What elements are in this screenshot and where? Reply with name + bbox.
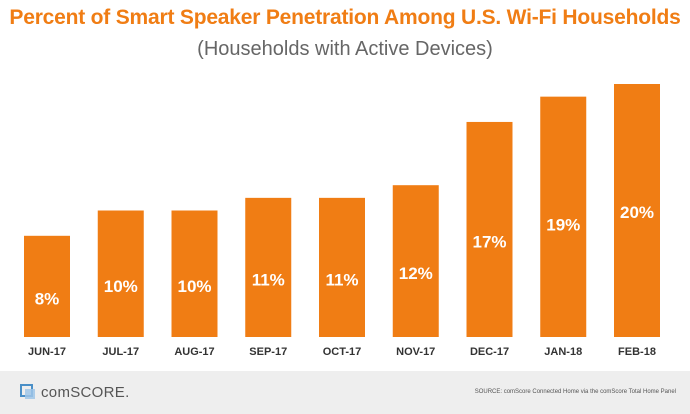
- bar-chart: 8% JUN-17 10% JUL-17 10% AUG-17 11% SEP-17 11% OC…: [24, 84, 660, 358]
- bar-nov-17: [392, 185, 439, 337]
- x-tick-label: FEB-18: [618, 346, 656, 358]
- bar-feb-18: [614, 84, 660, 337]
- data-label: 12%: [399, 264, 433, 283]
- source-note: SOURCE: comScore Connected Home via the …: [474, 389, 676, 395]
- bar-dec-17: [466, 121, 513, 337]
- bar-sep-17: [245, 197, 292, 337]
- x-tick-label: AUG-17: [174, 346, 214, 358]
- bar-oct-17: [319, 197, 365, 337]
- x-tick-label: SEP-17: [249, 346, 287, 358]
- data-label: 11%: [325, 270, 358, 289]
- data-label: 11%: [252, 270, 285, 289]
- comscore-logo-icon: [20, 384, 35, 399]
- x-tick-label: JUL-17: [102, 346, 139, 358]
- footer: comSCORE. SOURCE: comScore Connected Hom…: [0, 371, 690, 414]
- bar-jan-18: [540, 96, 587, 338]
- bar-aug-17: [171, 210, 218, 337]
- x-tick-label: JAN-18: [544, 346, 582, 358]
- x-tick-label: JUN-17: [28, 346, 66, 358]
- x-tick-label: DEC-17: [470, 346, 509, 358]
- x-tick-label: OCT-17: [323, 346, 362, 358]
- bar-jun-17: [24, 235, 70, 337]
- data-label: 20%: [620, 203, 654, 222]
- data-label: 19%: [546, 216, 580, 235]
- data-label: 17%: [472, 232, 506, 251]
- data-label: 10%: [104, 277, 138, 296]
- chart-subtitle: (Households with Active Devices): [197, 38, 493, 60]
- chart-title: Percent of Smart Speaker Penetration Amo…: [9, 6, 681, 29]
- data-label: 8%: [35, 289, 60, 308]
- x-tick-label: NOV-17: [396, 346, 435, 358]
- comscore-logo: comSCORE.: [20, 381, 130, 403]
- data-label: 10%: [177, 277, 211, 296]
- comscore-logo-text: comSCORE.: [41, 383, 130, 401]
- bar-jul-17: [97, 210, 144, 337]
